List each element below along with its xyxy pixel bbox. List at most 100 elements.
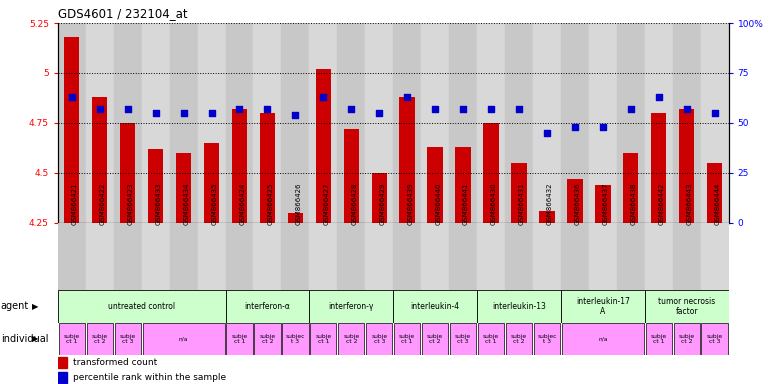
Text: subjec
t 3: subjec t 3 (537, 334, 557, 344)
Bar (254, 23, 281, 223)
Text: GSM866443: GSM866443 (687, 182, 692, 225)
Bar (337, 223, 365, 290)
Bar (225, 223, 254, 290)
Text: transformed count: transformed count (72, 358, 157, 367)
Bar (309, 223, 338, 290)
Text: GSM866424: GSM866424 (240, 182, 245, 225)
Text: subje
ct 2: subje ct 2 (343, 334, 359, 344)
Text: interleukin-13: interleukin-13 (492, 302, 546, 311)
Bar (315, 69, 331, 223)
Bar (505, 223, 533, 290)
Bar (92, 97, 107, 223)
Text: GSM866421: GSM866421 (72, 182, 78, 225)
Bar (288, 213, 303, 223)
Point (150, 110, 162, 116)
Text: GSM866436: GSM866436 (575, 182, 581, 225)
Text: GSM866444: GSM866444 (715, 182, 721, 225)
Text: subje
ct 2: subje ct 2 (427, 334, 443, 344)
Point (345, 106, 358, 112)
Text: untreated control: untreated control (108, 302, 175, 311)
Text: subje
ct 3: subje ct 3 (455, 334, 471, 344)
Bar (595, 185, 611, 223)
Bar (561, 223, 589, 290)
Text: subje
ct 1: subje ct 1 (399, 334, 416, 344)
Bar (227, 323, 253, 354)
Text: GSM866422: GSM866422 (99, 182, 106, 225)
Bar (506, 323, 532, 354)
Text: ▶: ▶ (32, 302, 39, 311)
Bar (645, 223, 672, 290)
Point (569, 124, 581, 130)
Bar (260, 113, 275, 223)
Text: individual: individual (1, 334, 49, 344)
Text: subje
ct 1: subje ct 1 (64, 334, 80, 344)
Bar (143, 323, 224, 354)
Bar (64, 37, 79, 223)
Bar (58, 357, 67, 368)
Bar (120, 123, 136, 223)
Bar (197, 23, 225, 223)
Bar (533, 23, 561, 223)
Point (205, 110, 217, 116)
Bar (86, 223, 113, 290)
Bar (533, 223, 561, 290)
Text: subje
ct 3: subje ct 3 (706, 334, 722, 344)
Bar (254, 323, 281, 354)
Text: interferon-γ: interferon-γ (328, 302, 374, 311)
Bar (483, 123, 499, 223)
Bar (645, 23, 672, 223)
Bar (142, 23, 170, 223)
Point (373, 110, 386, 116)
Bar (534, 323, 560, 354)
Bar (281, 23, 309, 223)
Bar (394, 323, 420, 354)
Bar (197, 223, 225, 290)
Point (261, 106, 274, 112)
Bar (281, 223, 309, 290)
Text: GSM866430: GSM866430 (491, 182, 497, 225)
Bar (142, 223, 170, 290)
Text: subje
ct 1: subje ct 1 (231, 334, 247, 344)
Bar (427, 147, 443, 223)
Bar (58, 290, 225, 323)
Text: n/a: n/a (598, 336, 608, 341)
Bar (511, 163, 527, 223)
Bar (561, 23, 589, 223)
Text: subje
ct 2: subje ct 2 (92, 334, 108, 344)
Bar (701, 223, 729, 290)
Bar (672, 223, 701, 290)
Bar (456, 147, 471, 223)
Text: subje
ct 2: subje ct 2 (678, 334, 695, 344)
Text: agent: agent (1, 301, 29, 311)
Bar (338, 323, 365, 354)
Bar (114, 223, 142, 290)
Text: subje
ct 3: subje ct 3 (120, 334, 136, 344)
Point (625, 106, 637, 112)
Text: GSM866441: GSM866441 (463, 182, 469, 225)
Bar (372, 173, 387, 223)
Bar (651, 113, 666, 223)
Bar (344, 129, 359, 223)
Bar (477, 290, 561, 323)
Bar (86, 323, 113, 354)
Bar (562, 323, 644, 354)
Bar (617, 223, 645, 290)
Bar (421, 23, 449, 223)
Text: interleukin-17
A: interleukin-17 A (576, 296, 630, 316)
Bar (567, 179, 583, 223)
Bar (701, 23, 729, 223)
Text: GSM866435: GSM866435 (211, 182, 217, 225)
Text: subje
ct 2: subje ct 2 (259, 334, 275, 344)
Point (652, 94, 665, 100)
Bar (113, 23, 142, 223)
Text: GSM866427: GSM866427 (323, 182, 329, 225)
Bar (477, 223, 505, 290)
Point (429, 106, 441, 112)
Text: subje
ct 1: subje ct 1 (651, 334, 667, 344)
Bar (393, 223, 421, 290)
Bar (115, 323, 141, 354)
Bar (702, 323, 728, 354)
Bar (58, 372, 67, 382)
Bar (449, 23, 477, 223)
Bar (59, 323, 85, 354)
